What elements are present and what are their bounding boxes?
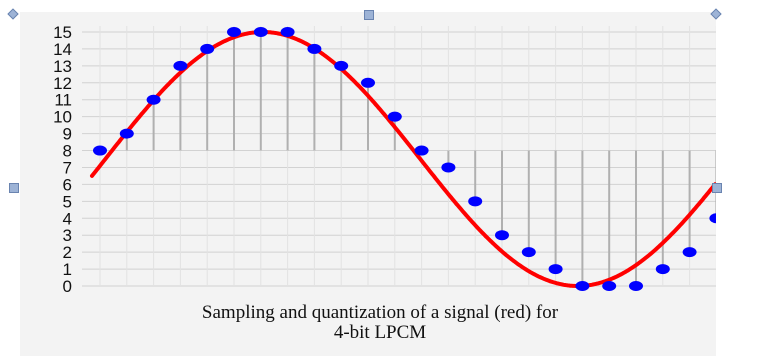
y-tick-label: 1 <box>63 260 72 279</box>
signal-curve <box>90 30 716 288</box>
caption-line-2: 4-bit LPCM <box>333 322 427 343</box>
sample-point <box>146 94 161 105</box>
y-tick-label: 4 <box>63 209 72 228</box>
sample-point <box>602 281 617 291</box>
sample-point <box>441 162 456 173</box>
y-tick-label: 6 <box>63 175 72 194</box>
sample-point <box>575 281 590 291</box>
sample-point <box>414 145 429 156</box>
sample-point <box>682 247 697 258</box>
chart-canvas: 15 14 13 12 11 10 9 8 7 6 5 4 3 2 1 0 <box>20 12 716 356</box>
sample-point <box>387 111 402 122</box>
y-tick-label: 12 <box>53 74 72 93</box>
y-tick-label: 13 <box>53 57 72 76</box>
y-tick-label: 2 <box>63 243 72 262</box>
resize-handle-top[interactable] <box>364 10 374 20</box>
sample-point <box>280 27 295 37</box>
sample-point <box>119 128 134 139</box>
resize-handle-right[interactable] <box>712 183 722 193</box>
y-tick-label: 15 <box>53 23 72 42</box>
y-tick-label: 10 <box>53 108 72 127</box>
y-tick-label: 9 <box>63 125 72 144</box>
sample-point <box>361 77 375 88</box>
sample-point <box>709 213 716 224</box>
sample-point <box>629 281 643 291</box>
sample-point <box>548 264 563 275</box>
resize-handle-left[interactable] <box>9 183 19 193</box>
y-tick-label: 0 <box>63 277 72 296</box>
sample-point <box>307 43 322 54</box>
y-tick-label: 11 <box>54 91 72 110</box>
sample-point <box>334 60 349 71</box>
y-tick-label: 14 <box>53 40 72 59</box>
y-tick-label: 3 <box>63 226 72 245</box>
sample-point <box>521 247 536 258</box>
sample-point <box>200 43 215 54</box>
sample-point <box>173 60 188 71</box>
sample-point <box>655 264 670 275</box>
sample-point <box>227 27 241 37</box>
caption-line-1: Sampling and quantization of a signal (r… <box>201 302 559 323</box>
sample-point <box>468 196 483 207</box>
sample-point <box>495 230 509 241</box>
y-tick-label: 7 <box>63 158 72 177</box>
y-tick-label: 8 <box>63 142 72 161</box>
y-tick-label: 5 <box>63 192 72 211</box>
resize-handle-top-left[interactable] <box>7 8 19 20</box>
sample-point <box>93 145 107 156</box>
sample-point <box>253 27 268 37</box>
